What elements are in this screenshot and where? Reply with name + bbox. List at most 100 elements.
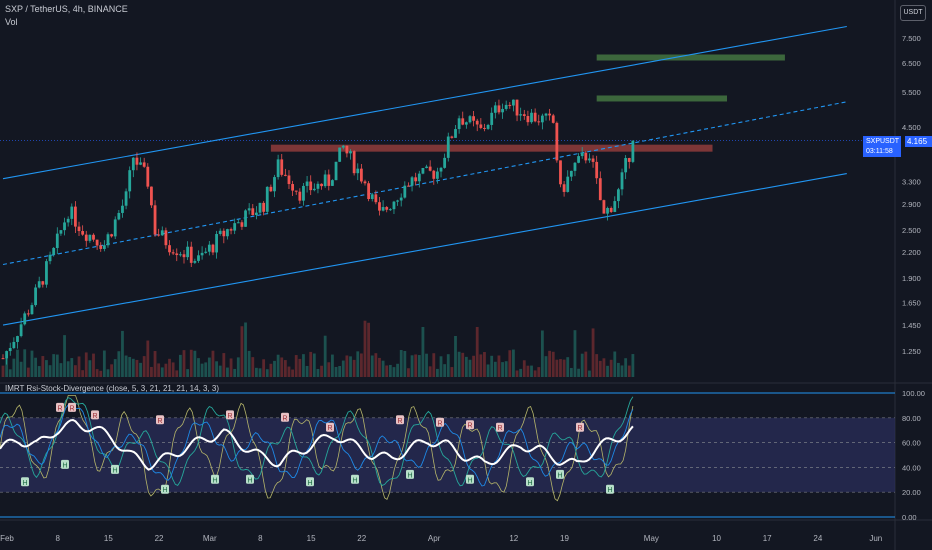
candle-body bbox=[240, 222, 244, 227]
volume-bar bbox=[30, 350, 34, 377]
volume-bar bbox=[204, 362, 208, 377]
candle-body bbox=[84, 234, 88, 241]
volume-bar bbox=[425, 353, 428, 377]
time-tick-label: 15 bbox=[307, 534, 316, 543]
volume-bar bbox=[475, 326, 479, 377]
volume-bar bbox=[439, 356, 443, 377]
candle-body bbox=[432, 170, 436, 179]
time-tick-label: 8 bbox=[258, 534, 263, 543]
divergence-marker bbox=[56, 402, 64, 412]
divergence-marker bbox=[156, 415, 164, 425]
currency-button[interactable]: USDT bbox=[900, 5, 926, 21]
divergence-marker bbox=[306, 477, 314, 487]
divergence-marker-label: H bbox=[527, 480, 532, 487]
divergence-marker bbox=[111, 464, 119, 474]
volume-bar bbox=[207, 357, 211, 377]
divergence-marker bbox=[526, 477, 534, 487]
volume-bar bbox=[374, 353, 378, 377]
volume-bar bbox=[508, 350, 512, 377]
divergence-marker bbox=[466, 474, 474, 484]
volume-bar bbox=[367, 322, 371, 377]
volume-bar bbox=[302, 354, 305, 377]
candle-body bbox=[229, 229, 233, 231]
candle-body bbox=[273, 177, 276, 192]
price-axis[interactable]: 97.5006.5005.5004.5003.3002.9002.5002.20… bbox=[902, 4, 925, 522]
candle-body bbox=[573, 162, 577, 171]
volume-bar bbox=[388, 364, 392, 377]
volume-bar bbox=[624, 358, 628, 377]
candle-body bbox=[121, 205, 124, 213]
volume-bar bbox=[283, 360, 287, 377]
stoch-main-line bbox=[0, 418, 634, 471]
volume-bar bbox=[569, 367, 573, 377]
trend-channel[interactable] bbox=[2, 25, 847, 326]
volume-bar bbox=[5, 358, 9, 377]
volume-bar bbox=[443, 364, 447, 377]
candle-body bbox=[436, 171, 439, 179]
volume-bar bbox=[399, 350, 403, 377]
divergence-marker bbox=[396, 415, 404, 425]
volume-bar bbox=[428, 366, 432, 377]
candle-body bbox=[331, 180, 334, 186]
volume-bar bbox=[19, 361, 23, 377]
candle-body bbox=[150, 186, 153, 206]
candle-body bbox=[385, 207, 389, 210]
candle-body bbox=[30, 305, 34, 315]
candle-body bbox=[95, 239, 99, 246]
candle-body bbox=[363, 181, 367, 184]
divergence-marker-label: R bbox=[157, 418, 162, 425]
volume-bar bbox=[327, 362, 331, 377]
volume-bar bbox=[352, 359, 356, 377]
volume-bar bbox=[128, 357, 132, 377]
price-flag-ticker: SXPUSDT bbox=[866, 138, 900, 145]
volume-bar bbox=[454, 335, 457, 377]
candle-body bbox=[425, 166, 428, 168]
volume-bar bbox=[52, 354, 56, 377]
candle-body bbox=[512, 99, 515, 106]
candle-body bbox=[555, 122, 559, 161]
divergence-marker-label: R bbox=[577, 425, 582, 432]
candle-body bbox=[533, 112, 537, 122]
candle-body bbox=[16, 336, 19, 342]
volume-bar bbox=[269, 363, 273, 377]
divergence-marker-label: H bbox=[212, 477, 217, 484]
candle-body bbox=[407, 185, 410, 187]
candle-body bbox=[595, 161, 599, 179]
volume-bar bbox=[182, 350, 186, 377]
candle-body bbox=[624, 158, 628, 173]
price-tick-label: 2.900 bbox=[902, 200, 921, 209]
time-axis[interactable]: Feb 8 15 22 Mar 8 15 22 Apr 12 19 May 10 17 24 Jun bbox=[0, 534, 882, 543]
price-tick-label: 3.300 bbox=[902, 177, 921, 186]
candle-body bbox=[479, 124, 483, 128]
volume-bar bbox=[588, 370, 591, 377]
volume-bar bbox=[157, 363, 161, 377]
volume-label: Vol bbox=[5, 17, 18, 27]
volume-bar bbox=[139, 362, 142, 377]
candle-body bbox=[124, 191, 128, 206]
candle-body bbox=[320, 183, 323, 187]
volume-bar bbox=[526, 365, 530, 377]
divergence-marker-label: R bbox=[69, 405, 74, 412]
volume-bar bbox=[407, 368, 410, 377]
candle-body bbox=[193, 260, 197, 263]
candle-body bbox=[606, 207, 609, 214]
volume-bar bbox=[432, 353, 436, 377]
candle-body bbox=[501, 108, 504, 113]
candle-body bbox=[349, 151, 352, 154]
candle-body bbox=[461, 118, 465, 125]
divergence-marker-label: R bbox=[327, 425, 332, 432]
volume-bar bbox=[501, 362, 504, 377]
candle-body bbox=[457, 118, 461, 130]
candle-body bbox=[617, 189, 620, 202]
divergence-marker-label: H bbox=[112, 467, 117, 474]
candle-body bbox=[388, 209, 392, 211]
price-flag-countdown: 03:11:58 bbox=[866, 148, 893, 155]
candle-body bbox=[410, 177, 414, 186]
divergence-marker-label: H bbox=[62, 462, 67, 469]
indicator-title: IMRT Rsi-Stock-Divergence (close, 5, 3, … bbox=[5, 384, 220, 393]
volume-bar bbox=[363, 320, 367, 377]
divergence-marker bbox=[21, 477, 29, 487]
volume-bar bbox=[294, 355, 298, 377]
candle-body bbox=[338, 147, 342, 162]
